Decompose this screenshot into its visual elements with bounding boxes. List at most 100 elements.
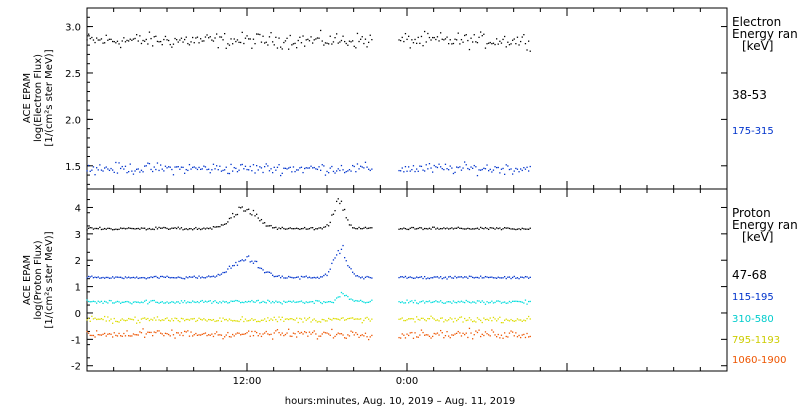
proton-ylabel-line-3: [1/(cm²s ster MeV)] (44, 231, 55, 328)
data-point (259, 333, 261, 335)
data-point (435, 228, 437, 230)
data-point (184, 38, 186, 41)
data-point (404, 165, 407, 168)
data-point (400, 337, 402, 339)
data-point (246, 208, 248, 211)
data-point (118, 228, 120, 230)
data-point (331, 262, 333, 265)
data-point (321, 276, 323, 278)
data-point (171, 227, 173, 229)
data-point (360, 299, 362, 302)
data-point (209, 300, 211, 302)
data-point (451, 334, 453, 336)
data-point (171, 276, 173, 279)
data-point (198, 42, 200, 44)
data-point (289, 318, 291, 320)
data-point (505, 277, 507, 280)
data-point (244, 333, 247, 335)
data-point (414, 170, 416, 173)
data-point (126, 277, 128, 279)
data-point (312, 167, 314, 169)
data-point (452, 334, 455, 336)
data-point (217, 226, 219, 228)
data-point (425, 334, 427, 336)
data-point (267, 165, 269, 167)
data-point (356, 163, 359, 165)
data-point (462, 41, 464, 43)
data-point (456, 319, 458, 322)
data-point (320, 301, 322, 304)
data-point (318, 227, 320, 229)
data-point (216, 226, 218, 228)
data-point (188, 335, 191, 337)
proton-ytick-label: -1 (71, 335, 81, 346)
data-point (113, 277, 115, 279)
data-point (220, 320, 223, 322)
data-point (235, 333, 237, 335)
data-point (350, 317, 352, 319)
data-point (288, 328, 290, 330)
data-point (281, 275, 283, 277)
data-point (172, 334, 175, 336)
data-point (156, 301, 159, 304)
data-point (203, 318, 205, 320)
data-point (481, 321, 483, 324)
data-point (332, 213, 335, 215)
data-point (288, 300, 290, 302)
data-point (251, 330, 253, 333)
data-point (132, 173, 135, 175)
data-point (502, 321, 504, 324)
data-point (96, 167, 98, 169)
data-point (201, 299, 203, 302)
data-point (529, 300, 531, 303)
data-point (435, 276, 437, 278)
data-point (240, 207, 242, 209)
data-point (260, 335, 263, 338)
data-point (364, 226, 367, 229)
data-point (403, 40, 405, 43)
data-point (204, 166, 207, 168)
data-point (508, 320, 511, 322)
data-point (356, 333, 359, 336)
data-point (212, 275, 215, 277)
legend-entry-310-580: 310-580 (732, 314, 774, 325)
data-point (224, 336, 226, 338)
data-point (177, 166, 179, 168)
data-point (406, 333, 408, 335)
data-point (112, 40, 114, 43)
series-115-195 (86, 244, 531, 280)
data-point (465, 299, 467, 302)
data-point (432, 335, 434, 338)
data-point (483, 167, 485, 169)
data-point (99, 39, 101, 41)
data-point (400, 301, 402, 304)
data-point (124, 335, 127, 337)
data-point (251, 214, 253, 216)
data-point (416, 316, 418, 318)
data-point (140, 42, 143, 45)
data-point (286, 301, 288, 303)
data-point (432, 171, 434, 173)
data-point (425, 320, 427, 322)
data-point (344, 319, 346, 321)
data-point (448, 42, 450, 45)
data-point (528, 170, 530, 172)
data-point (440, 166, 442, 168)
data-point (228, 172, 231, 175)
data-point (507, 319, 509, 321)
data-point (316, 321, 319, 323)
data-point (288, 275, 290, 278)
series-795-1193 (86, 315, 531, 324)
data-point (216, 275, 218, 277)
data-point (408, 228, 410, 231)
data-point (179, 168, 181, 170)
data-point (406, 228, 408, 231)
data-point (276, 275, 279, 277)
data-point (88, 33, 90, 35)
data-point (208, 37, 210, 39)
data-point (320, 29, 322, 32)
data-point (302, 171, 304, 174)
data-point (144, 277, 146, 279)
data-point (403, 171, 405, 173)
data-point (110, 300, 112, 302)
